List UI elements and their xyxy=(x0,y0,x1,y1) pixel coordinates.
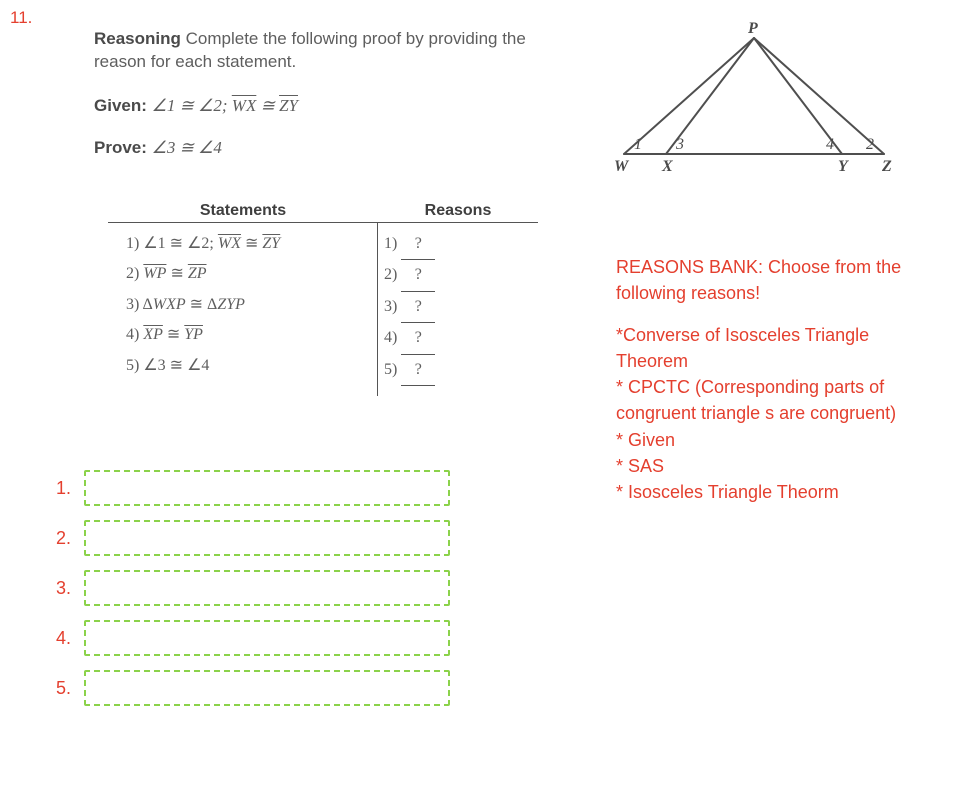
table-header: Statements Reasons xyxy=(108,200,538,223)
table-row-reason: 4) ? xyxy=(384,323,538,354)
angle-1-label: 1 xyxy=(634,136,642,154)
problem-number: 11. xyxy=(10,8,32,28)
given-label: Given: xyxy=(94,96,147,115)
reasons-bank-item: * Given xyxy=(616,427,936,453)
prompt: Reasoning Complete the following proof b… xyxy=(94,28,554,74)
reasons-bank-item: * CPCTC (Corresponding parts of congruen… xyxy=(616,374,936,426)
given-line: Given: ∠1 ≅ ∠2; WX ≅ ZY xyxy=(94,96,298,116)
header-statements: Statements xyxy=(108,200,378,223)
statements-column: 1) ∠1 ≅ ∠2; WX ≅ ZY2) WP ≅ ZP3) ΔWXP ≅ Δ… xyxy=(108,223,378,396)
reasons-column: 1) ?2) ?3) ?4) ?5) ? xyxy=(378,223,538,396)
vertex-p-label: P xyxy=(748,20,758,38)
table-row-statement: 1) ∠1 ≅ ∠2; WX ≅ ZY xyxy=(126,229,371,259)
proof-table: Statements Reasons 1) ∠1 ≅ ∠2; WX ≅ ZY2)… xyxy=(108,200,538,396)
table-row-reason: 5) ? xyxy=(384,355,538,386)
table-row-statement: 5) ∠3 ≅ ∠4 xyxy=(126,351,371,381)
answer-slot-number: 3. xyxy=(56,578,84,599)
vertex-x-label: X xyxy=(662,158,673,176)
prove-line: Prove: ∠3 ≅ ∠4 xyxy=(94,138,222,158)
table-row-statement: 4) XP ≅ YP xyxy=(126,320,371,350)
prompt-lead: Reasoning xyxy=(94,29,181,48)
table-row-reason: 2) ? xyxy=(384,260,538,291)
angle-4-label: 4 xyxy=(826,136,834,154)
reasons-bank-item: * Isosceles Triangle Theorm xyxy=(616,479,936,505)
diagram-svg xyxy=(614,24,910,184)
answer-slots: 1. 2. 3. 4. 5. xyxy=(56,470,450,720)
answer-slot-row: 4. xyxy=(56,620,450,656)
table-row-reason: 3) ? xyxy=(384,292,538,323)
given-text: ∠1 ≅ ∠2; WX ≅ ZY xyxy=(152,96,298,115)
angle-3-label: 3 xyxy=(676,136,684,154)
answer-slot-box[interactable] xyxy=(84,470,450,506)
header-reasons: Reasons xyxy=(378,200,538,223)
angle-2-label: 2 xyxy=(866,136,874,154)
answer-slot-number: 2. xyxy=(56,528,84,549)
prove-text: ∠3 ≅ ∠4 xyxy=(152,138,222,157)
answer-slot-number: 1. xyxy=(56,478,84,499)
reasons-bank: REASONS BANK: Choose from the following … xyxy=(616,254,936,505)
answer-slot-number: 5. xyxy=(56,678,84,699)
answer-slot-box[interactable] xyxy=(84,570,450,606)
answer-slot-row: 1. xyxy=(56,470,450,506)
answer-slot-row: 5. xyxy=(56,670,450,706)
vertex-w-label: W xyxy=(614,158,628,176)
answer-slot-number: 4. xyxy=(56,628,84,649)
table-row-statement: 2) WP ≅ ZP xyxy=(126,259,371,289)
answer-slot-box[interactable] xyxy=(84,520,450,556)
table-body: 1) ∠1 ≅ ∠2; WX ≅ ZY2) WP ≅ ZP3) ΔWXP ≅ Δ… xyxy=(108,223,538,396)
table-row-statement: 3) ΔWXP ≅ ΔZYP xyxy=(126,290,371,320)
prove-label: Prove: xyxy=(94,138,147,157)
table-row-reason: 1) ? xyxy=(384,229,538,260)
reasons-bank-item: * SAS xyxy=(616,453,936,479)
vertex-z-label: Z xyxy=(882,158,892,176)
answer-slot-box[interactable] xyxy=(84,670,450,706)
triangle-diagram: P W X Y Z 1 3 4 2 xyxy=(614,24,910,184)
reasons-bank-item: *Converse of Isosceles Triangle Theorem xyxy=(616,322,936,374)
reasons-bank-head: REASONS BANK: Choose from the following … xyxy=(616,254,936,306)
answer-slot-box[interactable] xyxy=(84,620,450,656)
vertex-y-label: Y xyxy=(838,158,848,176)
answer-slot-row: 2. xyxy=(56,520,450,556)
reasons-bank-list: *Converse of Isosceles Triangle Theorem*… xyxy=(616,322,936,505)
answer-slot-row: 3. xyxy=(56,570,450,606)
